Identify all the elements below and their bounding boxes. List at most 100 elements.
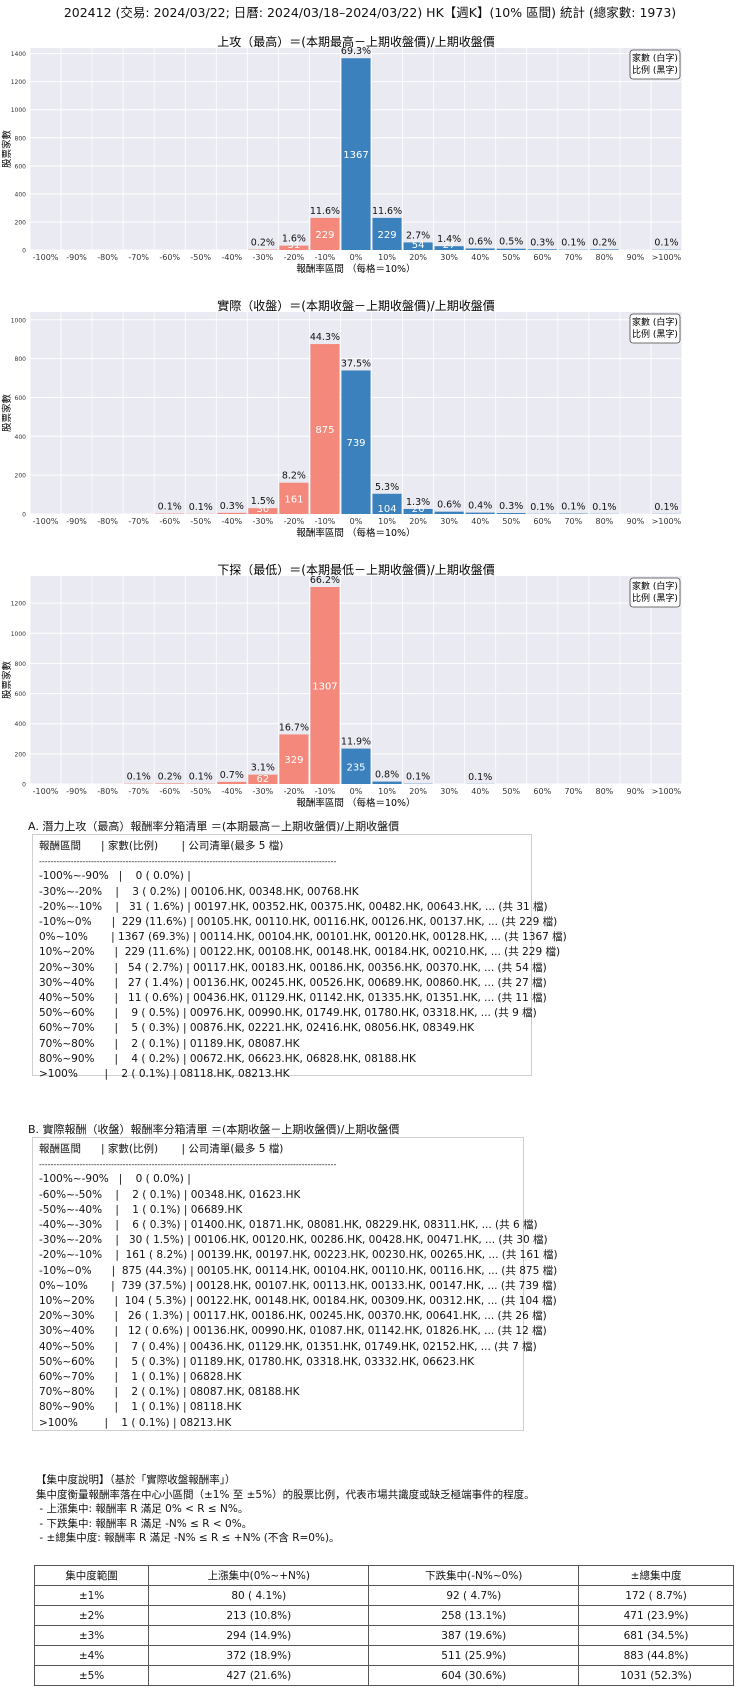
- bin-table-row: 70%~80% | 2 ( 0.1%) | 08087.HK, 08188.HK: [39, 1386, 300, 1399]
- y-tick-label: 1200: [11, 601, 26, 608]
- bar: [465, 512, 495, 514]
- bin-table-row: 30%~40% | 27 ( 1.4%) | 00136.HK, 00245.H…: [39, 976, 547, 989]
- x-tick-label: 70%: [564, 253, 582, 262]
- bar-count-label: 26: [412, 504, 425, 515]
- chart-svg: 上攻（最高）＝(本期最高－上期收盤價)/上期收盤價 0 200 400 600 800 10…: [1, 34, 683, 275]
- y-tick-label: 1000: [11, 107, 26, 114]
- x-tick-label: -40%: [221, 517, 242, 526]
- bar-count-label: 161: [284, 494, 303, 505]
- bar-pct-label: 0.1%: [654, 502, 678, 513]
- concentration-cell: 604 (30.6%): [368, 1665, 580, 1686]
- y-tick-label: 0: [22, 782, 26, 789]
- legend-frame: [629, 577, 681, 608]
- bar-pct-label: 0.2%: [251, 238, 275, 249]
- bar-pct-label: 0.3%: [499, 501, 523, 512]
- bar-count-label: 229: [315, 230, 334, 241]
- bin-table-row: >100% | 1 ( 0.1%) | 08213.HK: [39, 1416, 232, 1429]
- bin-table-row: -30%~-20% | 3 ( 0.2%) | 00106.HK, 00348.…: [39, 885, 359, 898]
- bin-table-row: 0%~10% | 739 (37.5%) | 00128.HK, 00107.H…: [39, 1279, 557, 1292]
- x-tick-label: -80%: [97, 517, 118, 526]
- concentration-cell: ±2%: [33, 1605, 150, 1626]
- bar-pct-label: 0.6%: [468, 236, 492, 247]
- bar: [496, 248, 526, 250]
- bin-table-row: 30%~40% | 12 ( 0.6%) | 00136.HK, 00990.H…: [39, 1325, 547, 1338]
- concentration-cell: 387 (19.6%): [368, 1625, 580, 1646]
- x-tick-label: 90%: [627, 787, 645, 796]
- bar-pct-label: 1.3%: [406, 497, 430, 508]
- bin-table-row: -20%~-10% | 161 ( 8.2%) | 00139.HK, 0019…: [39, 1249, 558, 1262]
- bar-pct-label: 0.1%: [189, 502, 213, 513]
- x-tick-label: -20%: [284, 253, 305, 262]
- y-tick-label: 600: [15, 691, 27, 698]
- section-b-title: B. 實際報酬（收盤）報酬率分箱清單 ＝(本期收盤－上期收盤價)/上期收盤價: [28, 1123, 400, 1136]
- concentration-note: 【集中度說明】（基於「實際收盤報酬率」） 集中度衡量報酬率落在中心小區間（±1% …: [36, 1473, 535, 1546]
- concentration-cell: ±3%: [33, 1625, 150, 1646]
- x-tick-label: -30%: [253, 253, 274, 262]
- x-tick-label: -70%: [128, 787, 149, 796]
- bar-pct-label: 11.9%: [341, 737, 371, 748]
- bin-table-row: 20%~30% | 26 ( 1.3%) | 00117.HK, 00186.H…: [39, 1310, 547, 1323]
- x-tick-label: -50%: [190, 517, 211, 526]
- bar-pct-label: 0.7%: [220, 770, 244, 781]
- bar: [310, 587, 340, 784]
- x-tick-label: -80%: [97, 787, 118, 796]
- concentration-cell: 372 (18.9%): [148, 1645, 370, 1666]
- bin-table-row: 0%~10% | 1367 (69.3%) | 00114.HK, 00104.…: [39, 931, 567, 944]
- x-tick-label: 40%: [471, 253, 489, 262]
- bar-pct-label: 1.4%: [437, 234, 461, 245]
- bar: [434, 511, 464, 514]
- y-tick-label: 0: [22, 248, 26, 255]
- bar-count-label: 104: [378, 504, 397, 515]
- concentration-row: ±2% 213 (10.8%) 258 (13.1%) 471 (23.9%): [33, 1605, 734, 1626]
- bar: [589, 249, 619, 250]
- bin-table-row: 70%~80% | 2 ( 0.1%) | 01189.HK, 08087.HK: [39, 1037, 300, 1050]
- bin-table-row: -20%~-10% | 31 ( 1.6%) | 00197.HK, 00352…: [39, 900, 548, 913]
- bar-pct-label: 0.1%: [158, 502, 182, 513]
- x-tick-label: 60%: [533, 253, 551, 262]
- x-tick-label: 0%: [350, 253, 363, 262]
- bar: [341, 58, 371, 250]
- concentration-cell: 471 (23.9%): [578, 1605, 734, 1626]
- x-tick-label: 50%: [502, 787, 520, 796]
- bar: [279, 734, 309, 784]
- legend-box: 家數 (白字)比例 (黑字): [629, 313, 681, 344]
- bin-table-row: >100% | 2 ( 0.1%) | 08118.HK, 08213.HK: [39, 1068, 290, 1081]
- bar-count-label: 329: [284, 755, 303, 766]
- bar-pct-label: 37.5%: [341, 358, 371, 369]
- x-tick-label: -40%: [221, 787, 242, 796]
- bar: [527, 249, 557, 250]
- legend-entry: 家數 (白字): [632, 52, 678, 64]
- bar-pct-label: 8.2%: [282, 471, 306, 482]
- y-axis-label: 股票家數: [1, 661, 13, 700]
- x-tick-label: 70%: [564, 517, 582, 526]
- y-axis-label: 股票家數: [1, 130, 13, 169]
- bar: [217, 781, 247, 784]
- legend-entry: 比例 (黑字): [632, 592, 678, 604]
- x-tick-label: -50%: [190, 787, 211, 796]
- concentration-table: 集中度範圍 上漲集中(0%~+N%) 下跌集中(-N%~0%) ±總集中度 ±1% 80…: [33, 1565, 734, 1686]
- chart-svg: 實際（收盤）＝(本期收盤－上期收盤價)/上期收盤價 0 200 400 600 800 10…: [1, 298, 683, 539]
- x-tick-label: -100%: [33, 517, 59, 526]
- x-tick-label: -10%: [315, 787, 336, 796]
- concentration-cell: 294 (14.9%): [148, 1625, 370, 1646]
- y-tick-label: 1400: [11, 51, 26, 58]
- y-tick-label: 600: [15, 395, 27, 402]
- concentration-header-cell: 下跌集中(-N%~0%): [368, 1565, 580, 1586]
- bin-table-row: 60%~70% | 5 ( 0.3%) | 00876.HK, 02221.HK…: [39, 1022, 475, 1035]
- concentration-header-cell: 集中度範圍: [33, 1565, 150, 1586]
- concentration-row: ±4% 372 (18.9%) 511 (25.9%) 883 (44.8%): [33, 1645, 734, 1666]
- bar-pct-label: 0.2%: [592, 237, 616, 248]
- bin-table-row: 10%~20% | 104 ( 5.3%) | 00122.HK, 00148.…: [39, 1295, 557, 1308]
- y-tick-label: 1200: [11, 79, 26, 86]
- section-a-table: 報酬區間 | 家數(比例) | 公司清單(最多 5 檔) ------------…: [32, 834, 567, 1080]
- bar-count-label: 62: [256, 774, 269, 785]
- bar-pct-label: 16.7%: [279, 722, 309, 733]
- x-tick-label: -30%: [253, 517, 274, 526]
- concentration-cell: 511 (25.9%): [368, 1645, 580, 1666]
- x-tick-label: 80%: [595, 787, 613, 796]
- chart-title: 實際（收盤）＝(本期收盤－上期收盤價)/上期收盤價: [217, 298, 494, 313]
- bar-count-label: 739: [346, 438, 365, 449]
- x-tick-label: >100%: [652, 253, 682, 262]
- bar: [434, 246, 464, 250]
- x-tick-label: 80%: [595, 517, 613, 526]
